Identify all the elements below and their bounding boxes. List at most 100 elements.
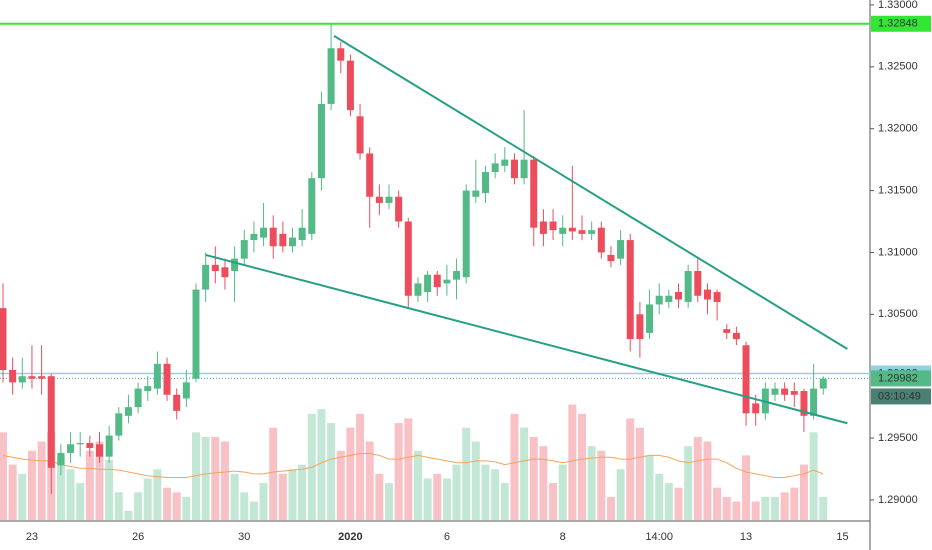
- candle-body: [684, 271, 692, 302]
- volume-bar: [346, 427, 355, 520]
- volume-bar: [674, 487, 683, 520]
- volume-bar: [433, 473, 442, 520]
- candle-body: [462, 190, 470, 278]
- candle-body: [124, 407, 132, 416]
- candle-body: [327, 48, 335, 104]
- volume-bar: [56, 455, 65, 520]
- candle-body: [115, 413, 123, 436]
- candle-body: [182, 382, 190, 399]
- y-tick-label: 1.29500: [878, 432, 918, 444]
- volume-bar: [481, 464, 490, 520]
- volume-bar: [549, 483, 558, 520]
- candle-body: [86, 443, 94, 448]
- volume-bar: [240, 492, 249, 520]
- y-tick-label: 1.32000: [878, 123, 918, 135]
- volume-bar: [587, 446, 596, 520]
- volume-bar: [616, 469, 625, 520]
- candle-body: [298, 227, 306, 241]
- candle-body: [646, 304, 654, 333]
- countdown-label: 03:10:49: [878, 390, 921, 402]
- x-tick-label: 2020: [338, 531, 362, 543]
- volume-bar: [85, 450, 94, 520]
- candle-body: [76, 443, 84, 445]
- volume-bar: [124, 510, 133, 520]
- volume-bar: [153, 469, 162, 520]
- volume-bar: [375, 473, 384, 520]
- volume-bar: [201, 436, 210, 520]
- candle-body: [443, 279, 451, 284]
- volume-bar: [452, 464, 461, 520]
- countdown-bg: [871, 388, 931, 405]
- trend-line: [333, 35, 848, 350]
- candle-body: [752, 403, 760, 414]
- volume-bar: [664, 483, 673, 520]
- candle-body: [588, 230, 596, 234]
- candle-body: [308, 178, 316, 234]
- candle-body: [202, 264, 210, 290]
- candle-body: [414, 283, 422, 296]
- volume-bar: [819, 496, 828, 520]
- volume-bar: [172, 492, 181, 520]
- candle-body: [472, 190, 480, 197]
- last-price-label-bg: [871, 370, 931, 387]
- volume-bar: [394, 423, 403, 520]
- volume-bar: [761, 496, 770, 520]
- candle-body: [549, 221, 557, 231]
- candle-body: [597, 227, 605, 253]
- volume-bar: [510, 413, 519, 520]
- candle-body: [144, 386, 152, 392]
- candle-body: [655, 295, 663, 305]
- candle-body: [530, 159, 538, 228]
- candle-body: [559, 227, 567, 234]
- volume-bar: [471, 441, 480, 520]
- volume-bar: [742, 455, 751, 520]
- candle-body: [694, 271, 702, 296]
- x-tick-label: 15: [836, 531, 848, 543]
- volume-bar: [163, 487, 172, 520]
- candle-body: [539, 221, 547, 234]
- last-price-label: 1.29982: [878, 372, 918, 384]
- candle-body: [723, 329, 731, 333]
- candle-body: [482, 172, 489, 194]
- candle-body: [607, 254, 615, 262]
- candle-body: [96, 444, 103, 457]
- volume-bar: [780, 492, 789, 520]
- volume-bar: [713, 487, 722, 520]
- volume-bar: [211, 436, 220, 520]
- volume-bar: [491, 469, 500, 520]
- volume-ma-line: [2, 453, 824, 479]
- candle-body: [173, 394, 181, 411]
- volume-bar: [693, 436, 702, 520]
- y-tick-label: 1.30500: [878, 308, 918, 320]
- y-tick-label: 1.31500: [878, 184, 918, 196]
- volume-bar: [288, 469, 297, 520]
- x-tick-label: 6: [444, 531, 450, 543]
- volume-bar: [732, 501, 741, 520]
- candle-body: [221, 267, 229, 278]
- volume-bar: [703, 441, 712, 520]
- volume-bar: [751, 501, 760, 520]
- volume-bar: [578, 413, 586, 520]
- y-tick-label: 1.29000: [878, 494, 918, 506]
- x-tick-label: 26: [132, 531, 144, 543]
- volume-bar: [606, 496, 615, 520]
- volume-bar: [529, 436, 538, 520]
- volume-bar: [799, 464, 808, 520]
- volume-bar: [635, 427, 644, 520]
- candle-body: [337, 48, 345, 61]
- candle-body: [713, 292, 721, 302]
- volume-bar: [385, 483, 393, 520]
- x-tick-label: 14:00: [645, 531, 673, 543]
- candle-body: [636, 314, 644, 340]
- candle-body: [819, 378, 827, 389]
- hline-label: 1.32848: [878, 18, 918, 30]
- candle-body: [356, 116, 364, 154]
- candle-body: [317, 103, 325, 179]
- volume-bar: [539, 446, 548, 520]
- candle-body: [790, 391, 798, 395]
- candle-body: [732, 332, 740, 340]
- volume-bar: [809, 432, 818, 520]
- volume-bar: [423, 478, 432, 520]
- candle-body: [9, 370, 17, 383]
